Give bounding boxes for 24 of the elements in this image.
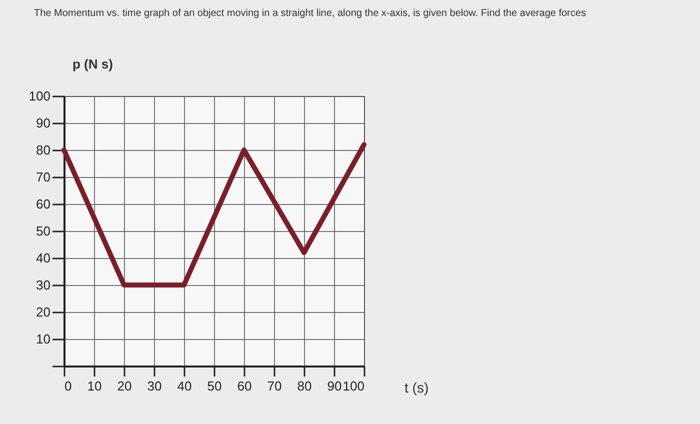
x-tick-label: 80	[297, 378, 312, 394]
x-tick-label: 10	[87, 378, 102, 394]
y-tick-label: 70	[36, 170, 50, 184]
chart-title: The Momentum vs. time graph of an object moving in a straight line, along the x-axis, is given below. Find the average forces	[34, 8, 586, 19]
x-tick-label: 90	[327, 378, 342, 394]
x-tick-label: 50	[207, 378, 222, 394]
y-tick-label: 10	[36, 332, 50, 346]
y-tick-label: 90	[36, 116, 50, 130]
x-tick-label: 0	[64, 378, 72, 394]
y-tick-label: 50	[36, 224, 50, 238]
y-tick-label: 80	[36, 142, 50, 158]
x-tick-label: 20	[117, 378, 132, 394]
x-tick-label: 100	[342, 378, 364, 394]
x-tick-label: 70	[267, 378, 282, 394]
x-tick-label: 40	[177, 378, 192, 394]
x-axis-title: t (s)	[404, 380, 429, 396]
x-tick-label: 60	[237, 378, 252, 394]
y-tick-label: 40	[36, 250, 50, 266]
x-tick-label: 30	[147, 378, 162, 394]
y-tick-label: 30	[36, 278, 50, 292]
y-tick-label: 60	[36, 196, 50, 212]
y-tick-label: 20	[36, 304, 50, 320]
y-axis-title: p (N s)	[72, 56, 113, 72]
y-tick-label: 100	[28, 88, 50, 104]
